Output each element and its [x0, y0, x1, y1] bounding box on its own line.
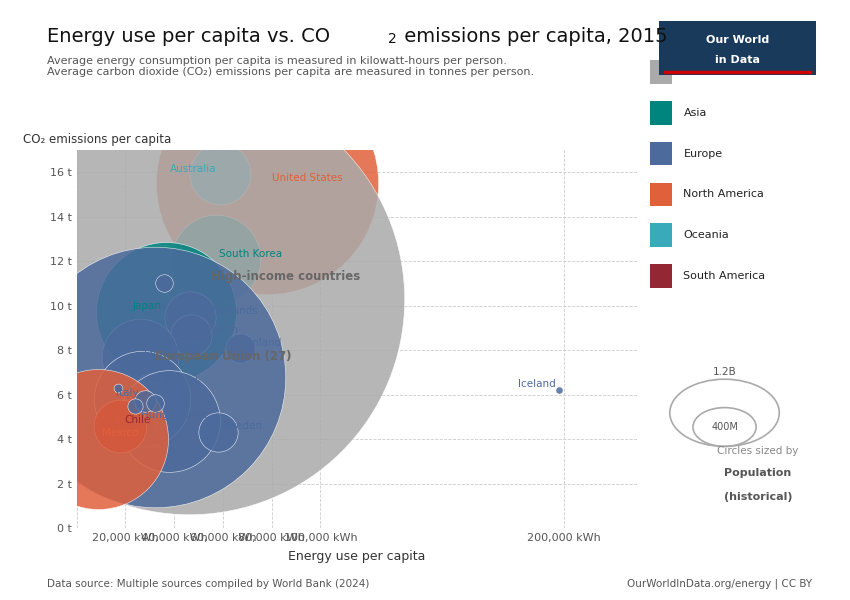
Point — [135, 394, 149, 404]
Text: Chile: Chile — [124, 415, 150, 425]
Point — [133, 352, 147, 362]
Point — [260, 179, 274, 188]
Text: Population: Population — [724, 467, 791, 478]
Point — [111, 383, 125, 393]
Text: CO₂ emissions per capita: CO₂ emissions per capita — [23, 133, 172, 146]
Text: Denmark: Denmark — [153, 377, 201, 387]
Text: Africa: Africa — [683, 67, 716, 77]
Text: Asia: Asia — [683, 108, 707, 118]
Text: Japan: Japan — [133, 301, 162, 311]
Text: 400M: 400M — [711, 422, 738, 432]
Text: South Korea: South Korea — [219, 249, 282, 259]
Bar — [650, 142, 672, 166]
Text: Mexico: Mexico — [102, 428, 139, 438]
Point — [184, 330, 198, 340]
Text: Iceland: Iceland — [518, 379, 556, 389]
Point — [92, 434, 105, 444]
Point — [182, 294, 196, 304]
Text: Oceania: Oceania — [683, 230, 729, 240]
Text: United States: United States — [272, 173, 343, 184]
Text: Australia: Australia — [170, 164, 217, 175]
Text: Average energy consumption per capita is measured in kilowatt-hours per person.: Average energy consumption per capita is… — [47, 56, 507, 66]
Bar — [650, 264, 672, 288]
Text: 2: 2 — [388, 32, 397, 46]
Point — [183, 312, 196, 322]
Point — [128, 401, 142, 410]
Text: Our World: Our World — [706, 35, 769, 45]
Point — [159, 308, 173, 317]
Point — [213, 170, 227, 179]
Text: Finland: Finland — [244, 338, 281, 348]
Text: Energy use per capita vs. CO: Energy use per capita vs. CO — [47, 27, 330, 46]
Point — [211, 428, 224, 437]
Point — [162, 416, 176, 426]
Text: Poland: Poland — [144, 346, 178, 356]
Text: Netherlands: Netherlands — [194, 305, 258, 316]
Text: Hungary: Hungary — [141, 410, 185, 420]
Text: Europe: Europe — [683, 149, 722, 158]
Text: 1.2B: 1.2B — [712, 367, 736, 377]
Text: Circles sized by: Circles sized by — [717, 446, 798, 456]
Text: Italy: Italy — [116, 388, 139, 398]
Text: Data source: Multiple sources compiled by World Bank (2024): Data source: Multiple sources compiled b… — [47, 579, 369, 589]
Point — [143, 383, 156, 393]
Bar — [650, 182, 672, 206]
Text: European Union (27): European Union (27) — [155, 350, 291, 364]
Bar — [650, 223, 672, 247]
Text: Average carbon dioxide (CO₂) emissions per capita are measured in tonnes per per: Average carbon dioxide (CO₂) emissions p… — [47, 67, 534, 77]
Text: South America: South America — [683, 271, 766, 281]
Point — [148, 372, 162, 382]
Text: High-income countries: High-income countries — [211, 271, 360, 283]
Point — [131, 416, 145, 426]
Text: France: France — [173, 410, 207, 420]
Text: (historical): (historical) — [723, 491, 792, 502]
Bar — [650, 101, 672, 125]
X-axis label: Energy use per capita: Energy use per capita — [288, 550, 426, 563]
Point — [148, 398, 162, 408]
Text: Sweden: Sweden — [222, 421, 263, 431]
Point — [552, 385, 566, 395]
Point — [138, 397, 151, 406]
Point — [233, 343, 246, 353]
Point — [157, 278, 171, 288]
Text: North America: North America — [683, 190, 764, 199]
Text: OurWorldInData.org/energy | CC BY: OurWorldInData.org/energy | CC BY — [626, 578, 812, 589]
Bar — [650, 60, 672, 84]
Point — [114, 421, 128, 431]
Text: emissions per capita, 2015: emissions per capita, 2015 — [398, 27, 667, 46]
Text: in Data: in Data — [715, 55, 760, 65]
Text: Belgium: Belgium — [195, 325, 238, 335]
Point — [209, 254, 223, 264]
